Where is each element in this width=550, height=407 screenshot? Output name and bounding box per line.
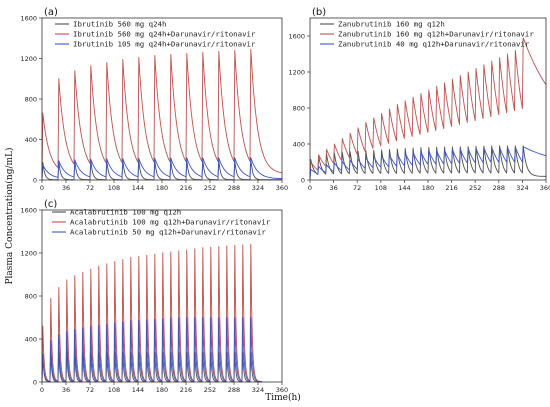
x-tick-label: 0 <box>40 184 44 192</box>
legend-entry: Acalabrutinib 100 mg q12h <box>70 208 181 217</box>
x-tick-label: 180 <box>422 184 434 192</box>
x-tick-label: 36 <box>329 184 337 192</box>
legend-entry: Zanubrutinib 160 mg q12h <box>338 20 445 29</box>
x-tick-label: 108 <box>375 184 387 192</box>
y-axis-label: Plasma Concentration(ng/mL) <box>4 147 15 284</box>
panel-label: (c) <box>44 199 57 210</box>
x-tick-label: 252 <box>204 184 216 192</box>
series-line-2 <box>41 48 283 179</box>
x-tick-label: 360 <box>276 386 288 394</box>
series-line-3 <box>41 157 283 180</box>
y-tick-label: 0 <box>33 378 37 386</box>
legend-entry: Ibrutinib 105 mg q24h+Darunavir/ritonavi… <box>73 40 256 49</box>
x-tick-label: 288 <box>228 386 240 394</box>
y-tick-label: 400 <box>293 140 305 148</box>
x-tick-label: 36 <box>62 184 70 192</box>
series-line-3 <box>309 146 547 179</box>
y-tick-label: 0 <box>33 176 37 184</box>
series-line-1 <box>41 351 262 383</box>
x-tick-label: 72 <box>86 184 94 192</box>
y-tick-label: 1600 <box>20 206 37 214</box>
series-line-1 <box>41 160 282 181</box>
x-tick-label: 72 <box>86 386 94 394</box>
x-tick-label: 0 <box>40 386 44 394</box>
series-line-3 <box>41 317 263 383</box>
x-tick-label: 216 <box>180 184 192 192</box>
x-tick-label: 144 <box>132 184 144 192</box>
x-tick-label: 108 <box>108 386 120 394</box>
panel-c: 0 400 800 1200 1600 0 36 72 108 144 180 216 252 288 32… <box>20 199 288 394</box>
x-tick-label: 360 <box>276 184 288 192</box>
x-tick-label: 252 <box>204 386 216 394</box>
x-tick-label: 324 <box>252 184 264 192</box>
panel-a: 0 400 800 1200 1600 0 36 72 108 144 180 216 252 288 32… <box>20 7 288 192</box>
panel-b: 0 400 800 1200 1600 0 36 72 108 144 180 216 252 288 32… <box>288 7 550 192</box>
y-tick-label: 1200 <box>20 55 37 63</box>
x-tick-label: 216 <box>445 184 457 192</box>
x-tick-label: 360 <box>540 184 550 192</box>
panel-label: (a) <box>44 7 58 18</box>
x-tick-label: 288 <box>228 184 240 192</box>
y-tick-label: 800 <box>25 95 37 103</box>
y-tick-label: 800 <box>293 104 305 112</box>
y-tick-label: 400 <box>25 136 37 144</box>
legend-entry: Ibrutinib 560 mg q24h <box>73 20 166 29</box>
x-tick-label: 180 <box>156 184 168 192</box>
y-tick-label: 1200 <box>288 68 305 76</box>
x-tick-label: 36 <box>62 386 70 394</box>
series-line-2 <box>41 243 263 382</box>
x-tick-label: 180 <box>156 386 168 394</box>
legend-entry: Acalabrutinib 50 mg q12h+Darunavir/riton… <box>70 228 266 237</box>
y-tick-label: 1600 <box>288 32 305 40</box>
x-tick-label: 288 <box>493 184 505 192</box>
x-tick-label: 252 <box>469 184 481 192</box>
legend-entry: Ibrutinib 560 mg q24h+Darunavir/ritonavi… <box>73 30 256 39</box>
x-axis-label: Time(h) <box>265 392 301 403</box>
legend-entry: Zanubrutinib 160 mg q12h+Darunavir/riton… <box>338 30 534 39</box>
x-tick-label: 324 <box>252 386 264 394</box>
y-tick-label: 1600 <box>20 14 37 22</box>
x-tick-label: 108 <box>108 184 120 192</box>
x-tick-label: 0 <box>308 184 312 192</box>
x-tick-label: 324 <box>516 184 528 192</box>
x-tick-label: 144 <box>398 184 410 192</box>
y-tick-label: 400 <box>25 335 37 343</box>
x-tick-label: 216 <box>180 386 192 394</box>
panel-label: (b) <box>312 7 326 18</box>
legend-entry: Zanubrutinib 40 mg q12h+Darunavir/ritona… <box>338 40 530 49</box>
x-tick-label: 72 <box>353 184 361 192</box>
y-tick-label: 800 <box>25 292 37 300</box>
y-tick-label: 1200 <box>20 249 37 257</box>
series-line-2 <box>309 37 547 179</box>
legend-entry: Acalabrutinib 100 mg q12h+Darunavir/rito… <box>70 218 271 227</box>
series-line-1 <box>309 145 547 180</box>
x-tick-label: 144 <box>132 386 144 394</box>
y-tick-label: 0 <box>301 176 305 184</box>
